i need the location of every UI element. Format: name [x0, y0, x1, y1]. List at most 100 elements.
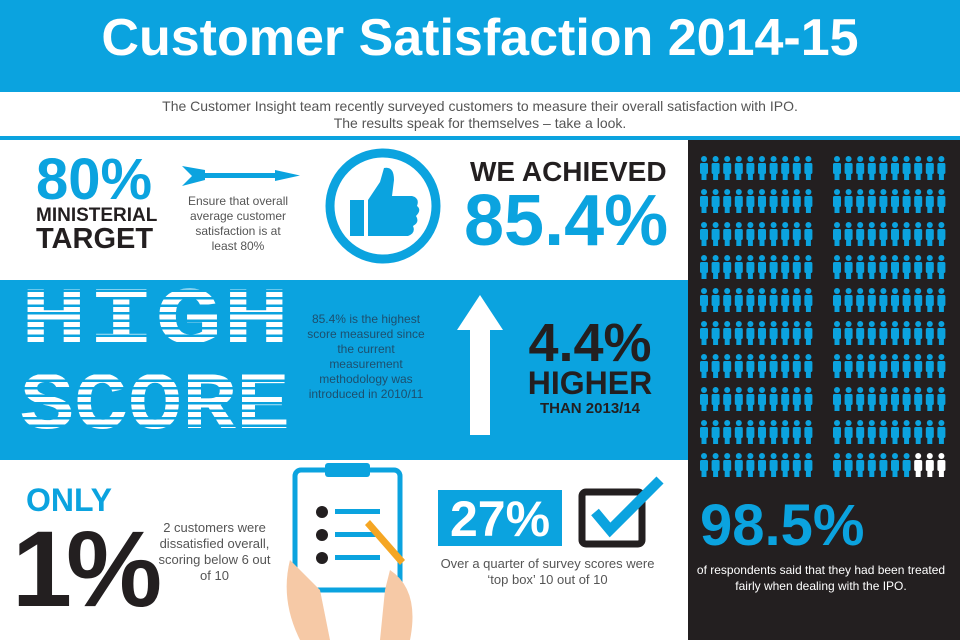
- target-label: MINISTERIAL: [36, 205, 158, 226]
- person-legs: [857, 470, 863, 477]
- person-head: [735, 222, 742, 228]
- person-icon: [891, 420, 899, 444]
- person-legs: [915, 272, 921, 279]
- person-body: [769, 295, 778, 306]
- person-body: [891, 361, 899, 372]
- person-head: [770, 189, 777, 195]
- person-body: [804, 229, 813, 240]
- person-body: [925, 229, 934, 240]
- person-body: [700, 427, 708, 438]
- stripe: [15, 387, 300, 390]
- person-head: [735, 288, 742, 294]
- person-icon: [867, 288, 876, 312]
- person-legs: [857, 404, 863, 411]
- person-legs: [759, 437, 765, 444]
- person-icon: [867, 387, 876, 411]
- person-legs: [724, 206, 730, 213]
- person-icon: [937, 222, 946, 246]
- person-head: [724, 189, 731, 195]
- person-legs: [857, 272, 863, 279]
- person-head: [857, 354, 864, 360]
- person-icon: [734, 354, 743, 378]
- person-head: [903, 321, 910, 327]
- person-legs: [938, 437, 944, 444]
- person-icon: [734, 222, 743, 246]
- person-head: [845, 387, 852, 393]
- person-head: [747, 222, 754, 228]
- achieved-value: 85.4%: [464, 181, 669, 261]
- person-body: [769, 361, 778, 372]
- person-body: [711, 262, 720, 273]
- person-icon: [891, 354, 899, 378]
- person-body: [700, 361, 708, 372]
- person-head: [759, 387, 765, 393]
- person-head: [880, 288, 887, 294]
- person-legs: [834, 239, 840, 246]
- person-body: [711, 196, 720, 207]
- person-icon: [856, 321, 865, 345]
- person-body: [833, 394, 841, 405]
- person-body: [700, 460, 708, 471]
- person-body: [781, 229, 790, 240]
- person-legs: [724, 239, 730, 246]
- person-icon: [804, 189, 813, 213]
- person-legs: [805, 305, 811, 312]
- person-legs: [736, 173, 742, 180]
- person-icon: [711, 354, 720, 378]
- person-body: [804, 328, 813, 339]
- stripe: [15, 357, 300, 360]
- person-legs: [846, 470, 852, 477]
- person-body: [700, 196, 708, 207]
- person-icon: [856, 453, 865, 477]
- person-head: [747, 453, 754, 459]
- person-body: [746, 163, 755, 174]
- person-body: [867, 394, 876, 405]
- person-legs: [915, 305, 921, 312]
- person-body: [700, 328, 708, 339]
- person-icon: [914, 420, 923, 444]
- person-body: [758, 460, 766, 471]
- person-icon: [867, 321, 876, 345]
- person-icon: [758, 156, 766, 180]
- higher-label: THAN 2013/14: [539, 400, 641, 417]
- person-legs: [805, 404, 811, 411]
- stripe: [15, 432, 300, 435]
- person-body: [746, 196, 755, 207]
- person-legs: [938, 173, 944, 180]
- person-head: [903, 222, 910, 228]
- person-legs: [782, 272, 788, 279]
- person-legs: [759, 206, 765, 213]
- stripe: [15, 417, 300, 420]
- person-icon: [867, 189, 876, 213]
- person-body: [781, 460, 790, 471]
- person-head: [938, 156, 945, 162]
- person-body: [758, 328, 766, 339]
- stripe: [15, 282, 300, 285]
- stripe: [15, 372, 300, 375]
- person-head: [903, 420, 910, 426]
- person-body: [879, 328, 888, 339]
- person-head: [938, 321, 945, 327]
- person-icon: [734, 453, 743, 477]
- person-icon: [914, 156, 923, 180]
- person-legs: [759, 470, 765, 477]
- fairness-text: of respondents said that they had been t…: [696, 563, 946, 593]
- person-icon: [700, 288, 708, 312]
- person-head: [845, 288, 852, 294]
- person-icon: [804, 222, 813, 246]
- person-head: [868, 189, 875, 195]
- person-body: [925, 394, 934, 405]
- person-legs: [771, 305, 777, 312]
- person-icon: [925, 222, 934, 246]
- person-head: [770, 321, 777, 327]
- person-legs: [892, 371, 898, 378]
- person-head: [938, 255, 945, 261]
- person-head: [868, 321, 875, 327]
- person-icon: [914, 288, 923, 312]
- person-body: [937, 460, 946, 471]
- person-icon: [769, 255, 778, 279]
- person-legs: [701, 437, 707, 444]
- person-icon: [758, 387, 766, 411]
- person-legs: [846, 305, 852, 312]
- dissatisfied-text: 2 customers were dissatisfied overall, s…: [158, 520, 271, 583]
